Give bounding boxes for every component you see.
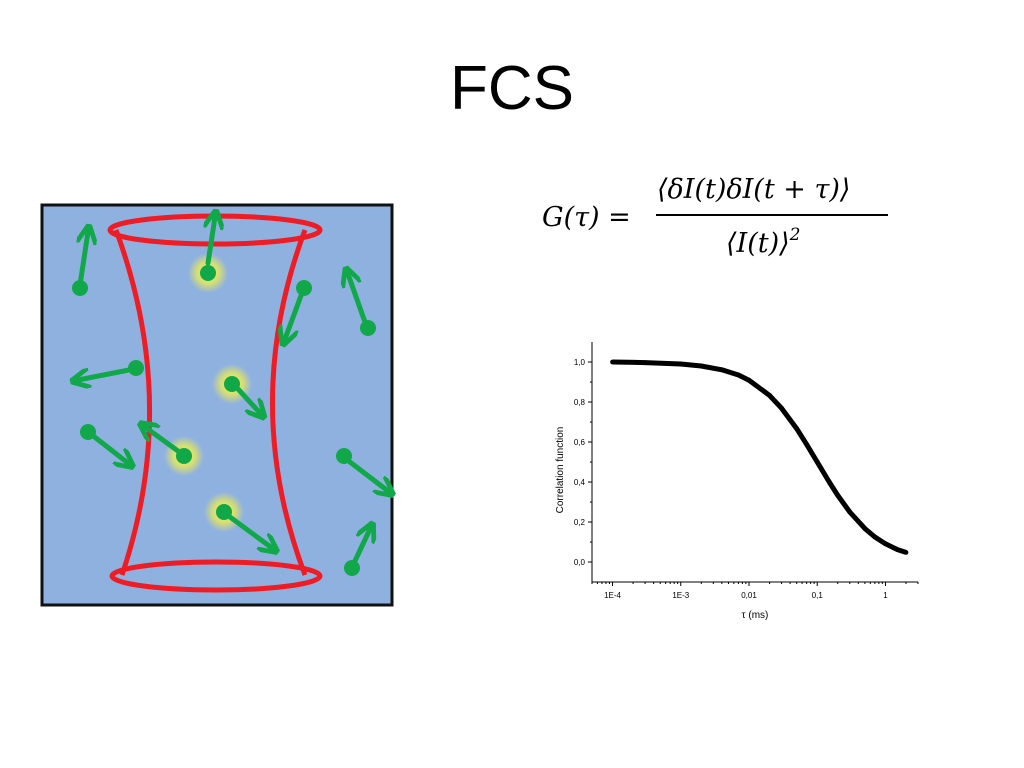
- correlation-chart: 0,0 0,2 0,4 0,6 0,8 1,0 1E-4 1E-3 0,01 0,1 1 τ (ms…: [555, 342, 919, 621]
- correlation-point: [804, 442, 810, 447]
- correlation-point: [895, 547, 900, 552]
- formula-numerator: ⟨δI(t)δI(t + τ)⟩: [657, 174, 850, 205]
- correlation-point: [767, 393, 772, 398]
- molecule-arrow: [348, 274, 369, 328]
- correlation-point: [779, 405, 784, 411]
- observation-volume-diagram: [40, 203, 396, 607]
- molecule-dot: [200, 265, 216, 281]
- autocorrelation-formula: G(τ) = ⟨δI(t)δI(t + τ)⟩ ⟨I(t)⟩2: [542, 174, 888, 259]
- correlation-point: [835, 493, 841, 498]
- molecule-arrow: [80, 232, 88, 288]
- y-tick-label: 0,8: [574, 398, 586, 407]
- correlation-point: [826, 479, 832, 485]
- formula-denominator: ⟨I(t)⟩2: [726, 225, 800, 259]
- molecule-arrows: [78, 217, 388, 566]
- y-tick-label: 0,4: [574, 478, 586, 487]
- correlation-point: [847, 509, 853, 515]
- molecule-dot: [216, 504, 232, 520]
- molecule-arrow: [351, 529, 370, 566]
- focal-volume-left-wall: [113, 229, 153, 576]
- correlation-point: [814, 459, 820, 465]
- chart-axes: 0,0 0,2 0,4 0,6 0,8 1,0 1E-4 1E-3 0,01 0,1 1: [574, 342, 919, 600]
- x-tick-label: 1E-3: [672, 591, 689, 600]
- molecule-dot: [360, 320, 376, 336]
- y-tick-label: 0,6: [574, 438, 586, 447]
- x-tick-label: 0,1: [812, 591, 824, 600]
- y-axis-label: Correlation function: [555, 427, 566, 514]
- molecule-dot: [344, 560, 360, 576]
- formula-denominator-base: ⟨I(t)⟩: [726, 228, 790, 259]
- y-tick-label: 0,2: [574, 518, 586, 527]
- molecule-dot: [336, 448, 352, 464]
- correlation-point: [903, 550, 909, 555]
- molecules: [72, 265, 376, 576]
- molecule-dot: [72, 280, 88, 296]
- x-tick-label: 0,01: [741, 591, 757, 600]
- formula-denominator-exponent: 2: [789, 225, 801, 245]
- correlation-point: [794, 426, 800, 431]
- correlation-curve: [610, 359, 909, 555]
- molecule-arrow: [343, 456, 388, 491]
- focal-volume-right-wall: [270, 229, 308, 576]
- correlation-point: [610, 359, 615, 365]
- correlation-point: [862, 526, 868, 531]
- molecule-arrow: [145, 427, 181, 454]
- molecule-dot: [224, 376, 240, 392]
- molecule-arrow: [235, 386, 260, 413]
- slide-title: FCS: [450, 54, 574, 123]
- correlation-point: [746, 377, 752, 383]
- correlation-point: [872, 534, 878, 540]
- molecule-arrow: [78, 366, 137, 380]
- x-tick-label: 1E-4: [604, 591, 621, 600]
- y-tick-label: 1,0: [574, 358, 586, 367]
- correlation-point: [698, 363, 704, 369]
- correlation-series-line: [612, 359, 907, 555]
- correlation-point: [719, 367, 725, 373]
- y-tick-label: 0,0: [574, 558, 586, 567]
- correlation-point: [883, 541, 888, 547]
- correlation-point: [736, 372, 741, 378]
- molecule-dot: [296, 280, 312, 296]
- focal-volume-bottom-ellipse: [109, 559, 323, 593]
- focal-volume: [107, 213, 323, 593]
- molecule-dot: [80, 424, 96, 440]
- correlation-point: [678, 361, 684, 367]
- molecule-arrow: [89, 432, 128, 463]
- formula-lhs: G(τ) =: [542, 202, 631, 233]
- x-tick-label: 1: [883, 591, 888, 600]
- molecule-dot: [176, 448, 192, 464]
- x-axis-label: τ (ms): [742, 610, 769, 621]
- molecule-dot: [128, 360, 144, 376]
- molecule-arrow: [285, 290, 305, 339]
- molecule-arrow: [227, 514, 272, 548]
- molecule-arrow: [208, 217, 215, 266]
- correlation-point: [642, 360, 648, 365]
